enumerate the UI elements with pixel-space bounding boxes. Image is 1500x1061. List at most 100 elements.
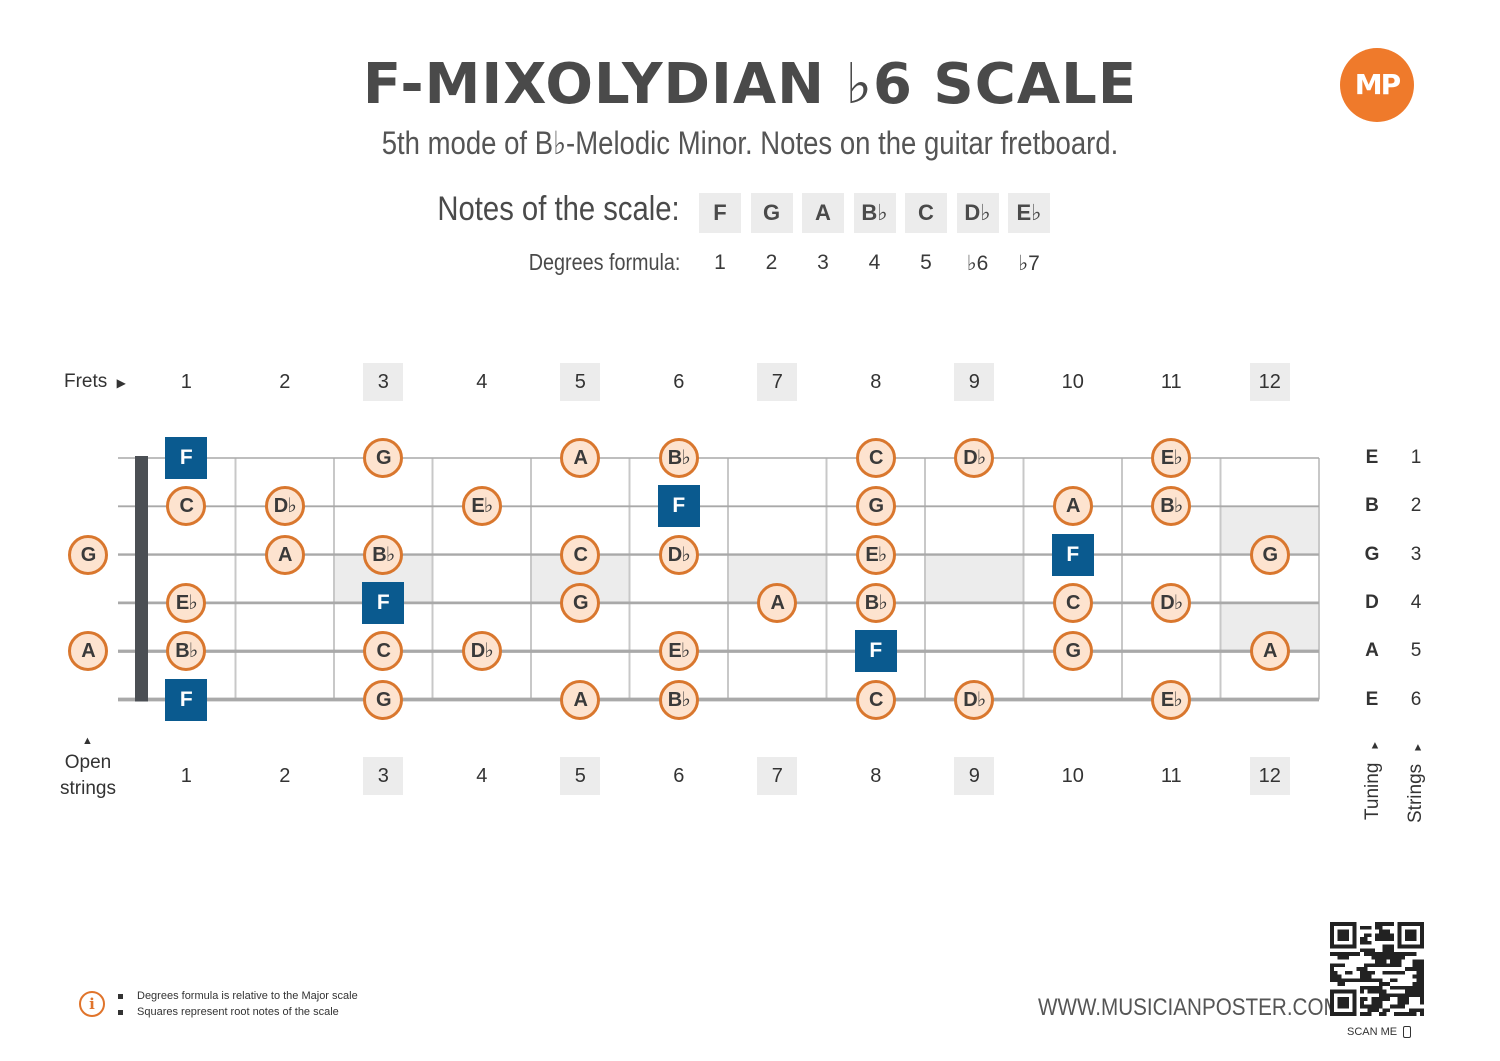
string-number: 1 — [1410, 447, 1422, 468]
scan-me-label: SCAN ME — [1347, 1026, 1412, 1039]
fret-number: 8 — [870, 765, 882, 787]
scale-note-marker: D♭ — [1151, 582, 1192, 623]
scale-note-marker: C — [560, 534, 601, 575]
fret-number: 7 — [757, 757, 798, 795]
scale-note-marker: G — [560, 582, 601, 623]
scan-me-text: SCAN ME — [1347, 1026, 1398, 1038]
fret-number: 5 — [560, 363, 601, 401]
strings-label: Strings ▲ — [1405, 741, 1427, 823]
info-line-text: Squares represent root notes of the scal… — [137, 1006, 339, 1018]
scale-note-marker: B♭ — [166, 631, 207, 672]
scale-degree: ♭7 — [1018, 252, 1040, 275]
fret-number: 3 — [363, 757, 404, 795]
fret-number: 10 — [1061, 371, 1084, 393]
fret-number: 6 — [673, 371, 685, 393]
scale-note-marker: E♭ — [166, 582, 207, 623]
scale-note-marker: E♭ — [658, 631, 699, 672]
nut — [135, 456, 148, 702]
root-note: F — [854, 630, 897, 673]
scale-note-marker: G — [1052, 631, 1093, 672]
scale-note-marker: D♭ — [954, 679, 995, 720]
scale-note-marker: B♭ — [658, 679, 699, 720]
qr-code[interactable] — [1330, 922, 1424, 1016]
degrees-formula-label: Degrees formula: — [528, 249, 680, 275]
scale-note: F — [699, 193, 741, 233]
open-strings-label-line1: Open — [64, 752, 112, 773]
scale-note-marker: E♭ — [855, 534, 896, 575]
scale-note-marker: A — [757, 582, 798, 623]
scale-note-marker: G — [1249, 534, 1290, 575]
root-note: F — [165, 437, 208, 479]
fret-number: 8 — [870, 371, 882, 393]
scale-degree: ♭6 — [966, 252, 989, 275]
fret-number: 5 — [560, 757, 601, 795]
scale-note-marker: C — [855, 438, 896, 478]
fret-number: 11 — [1160, 371, 1182, 393]
fret-number: 10 — [1061, 765, 1084, 787]
fret-number: 11 — [1160, 765, 1182, 787]
string-number: 6 — [1410, 688, 1422, 710]
scale-note-marker: B♭ — [363, 534, 404, 575]
scale-note-marker: E♭ — [1151, 438, 1192, 478]
scale-note-marker: E♭ — [1151, 679, 1192, 720]
open-strings-label-line2: strings — [60, 778, 116, 799]
scale-note-marker: B♭ — [658, 438, 699, 478]
open-string-note: A — [68, 631, 108, 672]
root-note: F — [657, 485, 700, 528]
info-line: Degrees formula is relative to the Major… — [118, 990, 358, 1002]
string-number: 2 — [1410, 495, 1422, 517]
scale-note-marker: D♭ — [658, 534, 699, 575]
info-icon: i — [79, 991, 105, 1017]
open-string-note: G — [68, 534, 108, 575]
scale-degree: 3 — [817, 251, 829, 274]
triangle-up-icon: ▲ — [1412, 741, 1424, 754]
scale-note-marker: E♭ — [461, 486, 502, 527]
tuning-label: Tuning ▲ — [1362, 740, 1384, 820]
info-line-text: Degrees formula is relative to the Major… — [137, 990, 358, 1002]
scale-note-marker: C — [855, 679, 896, 720]
phone-icon — [1403, 1026, 1412, 1039]
scale-note-marker: B♭ — [1151, 486, 1192, 527]
page-title: F-MIXOLYDIAN ♭6 SCALE — [362, 52, 1138, 117]
root-note: F — [1051, 533, 1094, 576]
fret-number: 9 — [954, 757, 995, 795]
footer-url-link[interactable]: WWW.MUSICIANPOSTER.COM — [1038, 994, 1341, 1021]
fret-number: 12 — [1249, 757, 1290, 795]
notes-of-scale-label: Notes of the scale: — [437, 190, 680, 228]
scale-note-marker: D♭ — [264, 486, 305, 527]
string-number: 3 — [1410, 543, 1422, 565]
tuning-note: D — [1365, 591, 1379, 613]
fret-number: 4 — [476, 371, 488, 393]
scale-note-marker: G — [363, 679, 404, 720]
scale-note: A — [802, 193, 844, 233]
scale-note-marker: A — [1249, 631, 1290, 672]
fret-number: 12 — [1249, 363, 1290, 401]
root-note: F — [362, 581, 405, 624]
info-line: Squares represent root notes of the scal… — [118, 1006, 339, 1018]
logo: MP — [1340, 48, 1414, 122]
triangle-up-icon: ▲ — [1369, 739, 1381, 752]
fret-number: 9 — [954, 363, 995, 401]
string-number: 4 — [1410, 591, 1422, 613]
fret-number: 2 — [279, 371, 291, 393]
fret-number: 1 — [180, 371, 192, 393]
tuning-label-text: Tuning — [1362, 762, 1383, 820]
tuning-note: A — [1365, 640, 1379, 662]
fretboard — [118, 456, 1320, 702]
triangle-up-icon: ▲ — [82, 735, 93, 747]
fret-marker — [925, 554, 1024, 603]
scale-degree: 4 — [868, 251, 881, 274]
fret-number: 7 — [757, 363, 798, 401]
scale-note: D♭ — [956, 193, 999, 233]
scale-note-marker: C — [166, 486, 207, 527]
fret-number: 2 — [279, 765, 291, 787]
scale-note: B♭ — [853, 193, 896, 233]
fret-number: 1 — [180, 765, 192, 787]
fret-number: 6 — [673, 765, 685, 787]
page-subtitle: 5th mode of B♭-Melodic Minor. Notes on t… — [381, 125, 1119, 161]
scale-note: E♭ — [1008, 193, 1050, 233]
scale-note-marker: A — [560, 438, 601, 478]
scale-note: C — [905, 193, 947, 233]
scale-note-marker: G — [855, 486, 896, 527]
scale-note-marker: D♭ — [954, 438, 995, 478]
